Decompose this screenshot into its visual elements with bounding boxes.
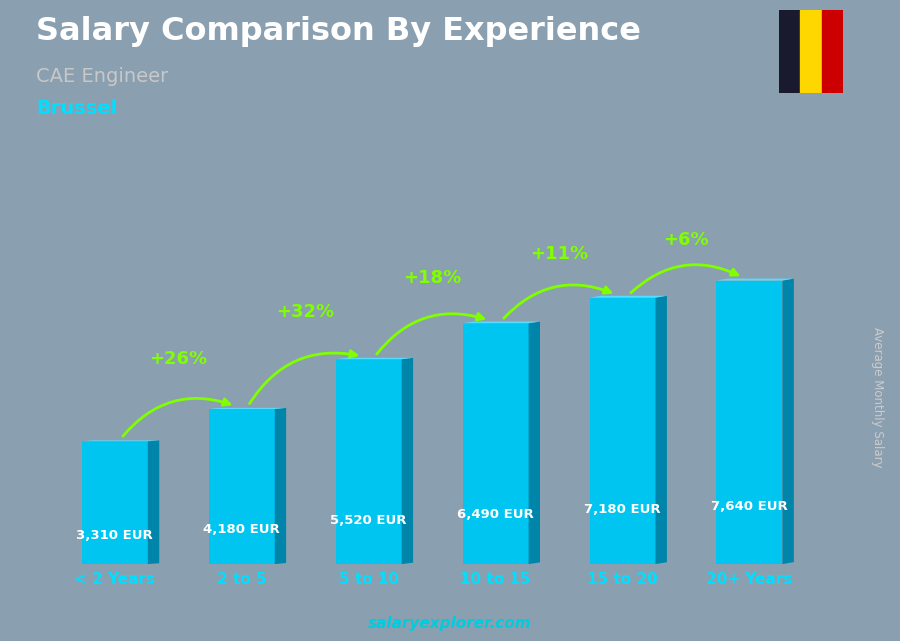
Polygon shape [716, 281, 782, 564]
Bar [822, 10, 843, 93]
Text: 5,520 EUR: 5,520 EUR [330, 514, 407, 527]
Text: +32%: +32% [276, 303, 334, 320]
Polygon shape [463, 323, 528, 564]
Polygon shape [463, 322, 540, 323]
Text: Average Monthly Salary: Average Monthly Salary [871, 327, 884, 468]
Text: +11%: +11% [530, 246, 588, 263]
Text: Brussel: Brussel [36, 99, 117, 119]
Text: salaryexplorer.com: salaryexplorer.com [368, 617, 532, 631]
Bar [778, 10, 800, 93]
Text: 7,180 EUR: 7,180 EUR [584, 503, 661, 516]
Text: Salary Comparison By Experience: Salary Comparison By Experience [36, 16, 641, 47]
Polygon shape [716, 279, 794, 281]
Polygon shape [401, 358, 413, 564]
Text: +18%: +18% [403, 269, 461, 287]
Polygon shape [82, 441, 148, 564]
Polygon shape [209, 409, 274, 564]
Text: 7,640 EUR: 7,640 EUR [711, 500, 788, 513]
Polygon shape [590, 297, 655, 564]
Polygon shape [209, 408, 286, 409]
Polygon shape [782, 279, 794, 564]
Text: 3,310 EUR: 3,310 EUR [76, 529, 153, 542]
Text: 6,490 EUR: 6,490 EUR [457, 508, 534, 520]
Bar [800, 10, 822, 93]
Polygon shape [274, 408, 286, 564]
Text: CAE Engineer: CAE Engineer [36, 67, 168, 87]
Polygon shape [82, 440, 159, 441]
Polygon shape [655, 296, 667, 564]
Text: +6%: +6% [663, 231, 709, 249]
Polygon shape [528, 322, 540, 564]
Polygon shape [336, 359, 401, 564]
Polygon shape [590, 296, 667, 297]
Text: +26%: +26% [149, 350, 207, 368]
Text: 4,180 EUR: 4,180 EUR [203, 523, 280, 536]
Polygon shape [336, 358, 413, 359]
Polygon shape [148, 440, 159, 564]
